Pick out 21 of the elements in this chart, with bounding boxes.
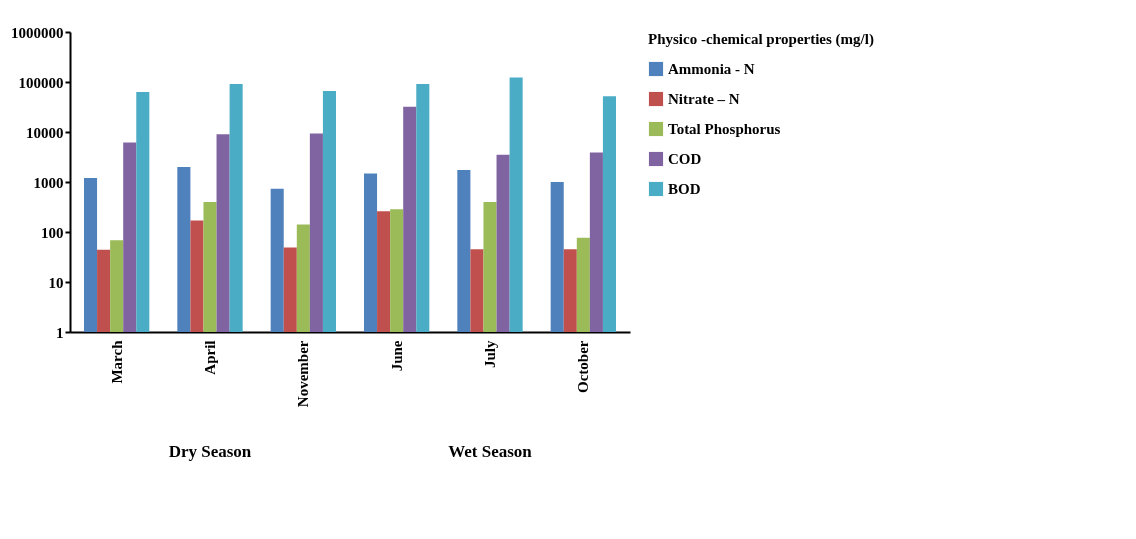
text: Wet Season: [448, 442, 533, 461]
legend-label: BOD: [668, 181, 701, 197]
x-tick-label: October: [575, 340, 592, 393]
legend-label: Total Phosphorus: [668, 121, 781, 137]
y-tick-label: 1000000: [11, 24, 64, 41]
legend-label: COD: [668, 151, 702, 167]
y-tick-label: 1: [56, 324, 64, 341]
y-tick-label: 10: [48, 274, 64, 291]
legend-label: Ammonia - N: [668, 61, 755, 77]
x-tick-label: March: [108, 339, 125, 384]
y-tick-label: 1000: [33, 174, 64, 191]
y-tick-label: 100: [41, 224, 64, 241]
x-tick-label: November: [295, 340, 312, 408]
x-tick-label: April: [202, 340, 218, 375]
legend-label: Nitrate – N: [668, 91, 740, 107]
x-tick-label: June: [388, 340, 405, 372]
y-tick-label: 10000: [26, 124, 64, 141]
x-tick-label: July: [482, 340, 498, 369]
legend-title: Physico -chemical properties (mg/l): [648, 31, 874, 48]
y-tick-label: 100000: [18, 74, 64, 91]
text: Dry Season: [168, 442, 252, 461]
